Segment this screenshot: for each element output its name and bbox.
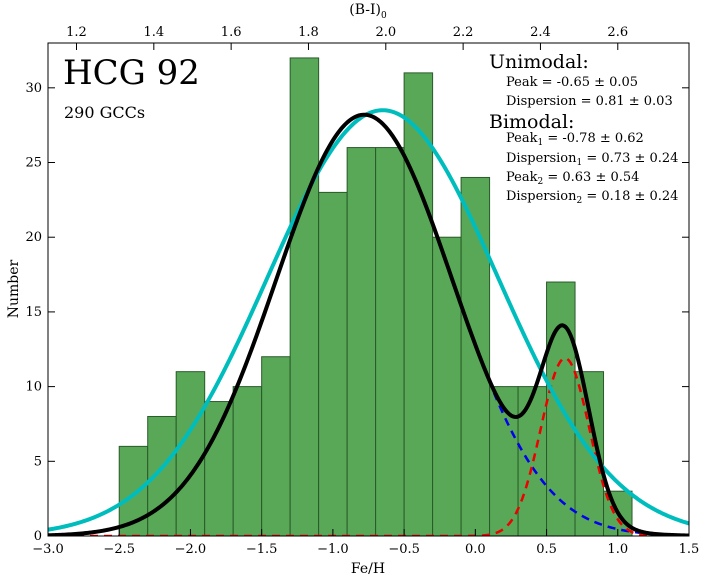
- top-x-tick-label: 1.2: [66, 25, 87, 40]
- bimodal-dispersion2-pre: Dispersion: [506, 189, 577, 204]
- histogram-bar: [175, 371, 206, 536]
- y-tick-label: 5: [34, 454, 42, 469]
- bimodal-peak1: Peak1 = -0.78 ± 0.62: [506, 131, 644, 148]
- y-tick-label: 10: [25, 380, 42, 395]
- histogram-bar: [517, 386, 548, 536]
- bimodal-dispersion2-post: = 0.18 ± 0.24: [582, 189, 678, 204]
- x-tick-label: 0.5: [536, 542, 557, 557]
- bimodal-dispersion1-pre: Dispersion: [506, 151, 577, 166]
- bimodal-peak1-pre: Peak: [506, 131, 538, 146]
- bimodal-total-curve: [48, 112, 689, 536]
- x-tick-label: −2.5: [103, 542, 135, 557]
- top-x-tick-label: 1.8: [298, 25, 319, 40]
- bimodal-peak2: Peak2 = 0.63 ± 0.54: [506, 170, 639, 187]
- chart-subtitle: 290 GCCs: [64, 103, 145, 122]
- x-tick-label: −1.0: [317, 542, 349, 557]
- histogram-bar: [375, 147, 405, 536]
- unimodal-peak: Peak = -0.65 ± 0.05: [506, 75, 638, 90]
- histogram-bar: [261, 356, 291, 536]
- top-x-tick-label: 2.0: [375, 25, 396, 40]
- histogram-bar: [289, 57, 320, 536]
- histogram-bar: [147, 415, 177, 536]
- y-tick-label: 15: [25, 305, 42, 320]
- component1-curve: [48, 113, 689, 536]
- y-axis-label: Number: [6, 259, 22, 318]
- top-x-tick-label: 2.6: [607, 25, 628, 40]
- y-tick-label: 30: [25, 81, 42, 96]
- histogram-bar: [346, 147, 377, 536]
- bimodal-peak2-post: = 0.63 ± 0.54: [543, 170, 639, 185]
- x-tick-label: 0.0: [465, 542, 486, 557]
- x-tick-label: −3.0: [32, 542, 64, 557]
- bimodal-dispersion2: Dispersion2 = 0.18 ± 0.24: [506, 189, 678, 206]
- histogram-bars: [118, 57, 633, 536]
- top-x-tick-label: 1.4: [143, 25, 164, 40]
- bimodal-peak2-pre: Peak: [506, 170, 538, 185]
- x-tick-label: 1.5: [679, 542, 700, 557]
- x-tick-label: 1.0: [607, 542, 628, 557]
- histogram-bar: [432, 236, 462, 536]
- bimodal-peak2-sub: 2: [537, 177, 543, 187]
- histogram-bar: [232, 386, 263, 536]
- x-axis-label: Fe/H: [351, 561, 385, 577]
- top-axis-label-main: (B-I): [349, 2, 381, 18]
- bimodal-dispersion1: Dispersion1 = 0.73 ± 0.24: [506, 151, 678, 168]
- top-x-tick-label: 2.4: [530, 25, 551, 40]
- x-tick-label: −1.5: [246, 542, 278, 557]
- plot-frame: [47, 42, 690, 537]
- bimodal-header: Bimodal:: [489, 111, 574, 133]
- histogram-bar: [204, 401, 234, 536]
- bimodal-dispersion1-post: = 0.73 ± 0.24: [582, 151, 678, 166]
- x-tick-label: −0.5: [388, 542, 420, 557]
- y-tick-label: 0: [34, 529, 42, 544]
- top-axis-label-sub: 0: [381, 11, 387, 21]
- top-axis-label: (B-I)0: [349, 2, 387, 21]
- bimodal-dispersion2-sub: 2: [577, 196, 583, 206]
- fit-curves: [48, 108, 689, 536]
- unimodal-dispersion: Dispersion = 0.81 ± 0.03: [506, 94, 673, 109]
- axis-tick-labels: −3.0 −2.5 −2.0 −1.5 −1.0 −0.5 0.0 0.5 1.0 1.5 0 5 10…: [25, 25, 699, 557]
- unimodal-header: Unimodal:: [489, 51, 589, 73]
- y-tick-label: 25: [25, 156, 42, 171]
- bimodal-peak1-sub: 1: [537, 138, 543, 148]
- histogram-bar: [460, 176, 491, 536]
- histogram-bar: [489, 386, 519, 536]
- top-x-tick-label: 2.2: [453, 25, 474, 40]
- histogram-bar: [403, 72, 434, 536]
- histogram-bar: [318, 191, 348, 536]
- y-tick-label: 20: [25, 230, 42, 245]
- x-tick-label: −2.0: [175, 542, 207, 557]
- bimodal-peak1-post: = -0.78 ± 0.62: [543, 131, 644, 146]
- top-x-tick-label: 1.6: [221, 25, 242, 40]
- bimodal-dispersion1-sub: 1: [577, 158, 583, 168]
- axis-ticks: [47, 43, 690, 537]
- chart-title: HCG 92: [63, 53, 200, 93]
